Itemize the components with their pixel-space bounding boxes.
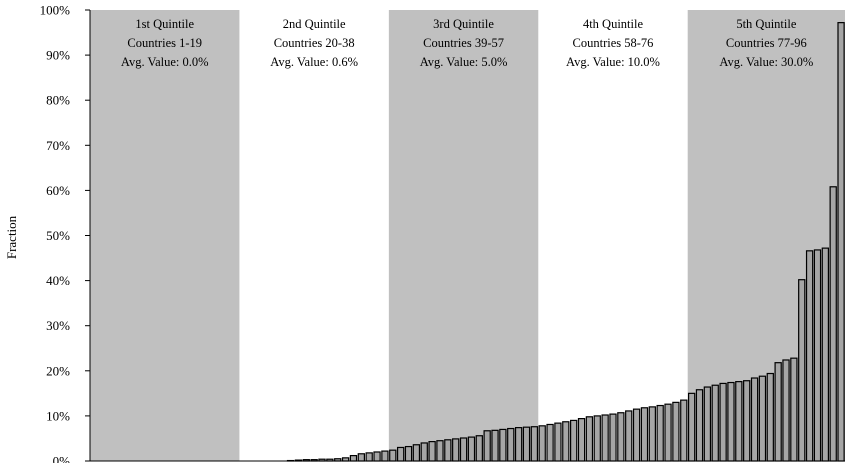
bar	[774, 362, 782, 462]
quintile-range-label-4: Countries 58-76	[573, 36, 654, 50]
bar	[758, 375, 767, 462]
bar	[538, 425, 546, 462]
bar	[491, 429, 499, 462]
y-tick-label: 40%	[46, 273, 70, 288]
bar	[798, 279, 806, 462]
bar	[711, 384, 719, 462]
quintile-title-3: 3rd Quintile	[433, 17, 494, 31]
bar	[625, 410, 633, 462]
bar	[412, 444, 421, 462]
bar	[396, 446, 405, 462]
quintile-range-label-1: Countries 1-19	[127, 36, 202, 50]
bar	[735, 381, 743, 462]
y-tick-label: 20%	[46, 363, 70, 378]
bar	[648, 406, 656, 462]
bar	[475, 435, 483, 462]
y-tick-label: 100%	[40, 3, 71, 18]
y-axis-title: Fraction	[4, 215, 19, 259]
bar	[821, 247, 830, 462]
y-ticks: 0% 10% 20% 30% 40% 50% 60% 70% 80% 90% 100%	[40, 3, 90, 463]
bar	[404, 445, 413, 462]
bar	[570, 419, 578, 462]
y-tick-label: 90%	[46, 48, 70, 63]
bar	[656, 404, 664, 462]
quintile-range-label-5: Countries 77-96	[726, 36, 807, 50]
bar	[680, 399, 688, 462]
bar	[719, 382, 727, 462]
bar	[829, 186, 837, 462]
y-tick-label: 70%	[46, 138, 70, 153]
bar	[703, 386, 712, 462]
bar	[782, 359, 790, 462]
bar	[664, 403, 672, 462]
bar	[672, 401, 680, 462]
bar	[483, 430, 491, 462]
bar	[546, 423, 554, 462]
quintile-avg-label-3: Avg. Value: 5.0%	[420, 55, 508, 69]
y-tick-label: 80%	[46, 93, 70, 108]
quintile-title-1: 1st Quintile	[135, 17, 194, 31]
bar	[514, 427, 523, 462]
quintile-range-label-3: Countries 39-57	[423, 36, 504, 50]
bar	[790, 357, 798, 462]
bar	[349, 454, 358, 462]
bar	[357, 453, 365, 462]
bar	[507, 427, 515, 462]
bar	[837, 22, 845, 462]
bar	[743, 380, 751, 462]
quintile-range-label-2: Countries 20-38	[274, 36, 355, 50]
bar	[585, 416, 594, 462]
bar	[522, 426, 531, 462]
quintile-title-4: 4th Quintile	[583, 17, 644, 31]
y-tick-label: 50%	[46, 228, 70, 243]
quintile-avg-label-2: Avg. Value: 0.6%	[270, 55, 358, 69]
bar	[373, 451, 381, 462]
bar	[609, 413, 617, 462]
quintile-avg-label-1: Avg. Value: 0.0%	[121, 55, 209, 69]
bar	[813, 249, 822, 462]
bar	[452, 438, 460, 462]
quintile-labels: 1st Quintile Countries 1-19 Avg. Value: 0.…	[121, 17, 814, 69]
quintile-band-1	[90, 10, 240, 461]
bar	[687, 392, 696, 462]
bar	[554, 422, 562, 462]
bar	[562, 421, 570, 462]
bar	[766, 372, 774, 462]
y-tick-label: 60%	[46, 183, 70, 198]
bar	[695, 389, 704, 462]
bar	[727, 381, 735, 462]
bar	[601, 414, 609, 462]
bars	[286, 22, 845, 462]
quintile-title-5: 5th Quintile	[736, 17, 797, 31]
y-tick-label: 30%	[46, 318, 70, 333]
bar	[577, 418, 586, 462]
bar	[750, 377, 759, 462]
bar	[499, 428, 507, 462]
bar	[428, 441, 436, 462]
bar	[617, 412, 625, 462]
bar	[436, 440, 444, 462]
bar	[805, 250, 814, 462]
bar	[459, 437, 468, 462]
bar	[640, 407, 649, 462]
bar	[420, 442, 428, 462]
bar	[389, 449, 397, 462]
bar	[365, 452, 373, 462]
bar	[632, 408, 641, 462]
quintile-band-3	[388, 10, 539, 461]
bar	[444, 439, 452, 462]
bar	[467, 436, 476, 462]
quintile-avg-label-4: Avg. Value: 10.0%	[566, 55, 660, 69]
quintile-avg-label-5: Avg. Value: 30.0%	[719, 55, 813, 69]
bar	[381, 450, 389, 462]
bar	[530, 426, 539, 462]
quintile-band-5	[687, 10, 845, 461]
y-tick-label: 0%	[53, 454, 71, 463]
y-tick-label: 10%	[46, 408, 70, 423]
bar	[593, 415, 601, 462]
quintile-title-2: 2nd Quintile	[283, 17, 346, 31]
